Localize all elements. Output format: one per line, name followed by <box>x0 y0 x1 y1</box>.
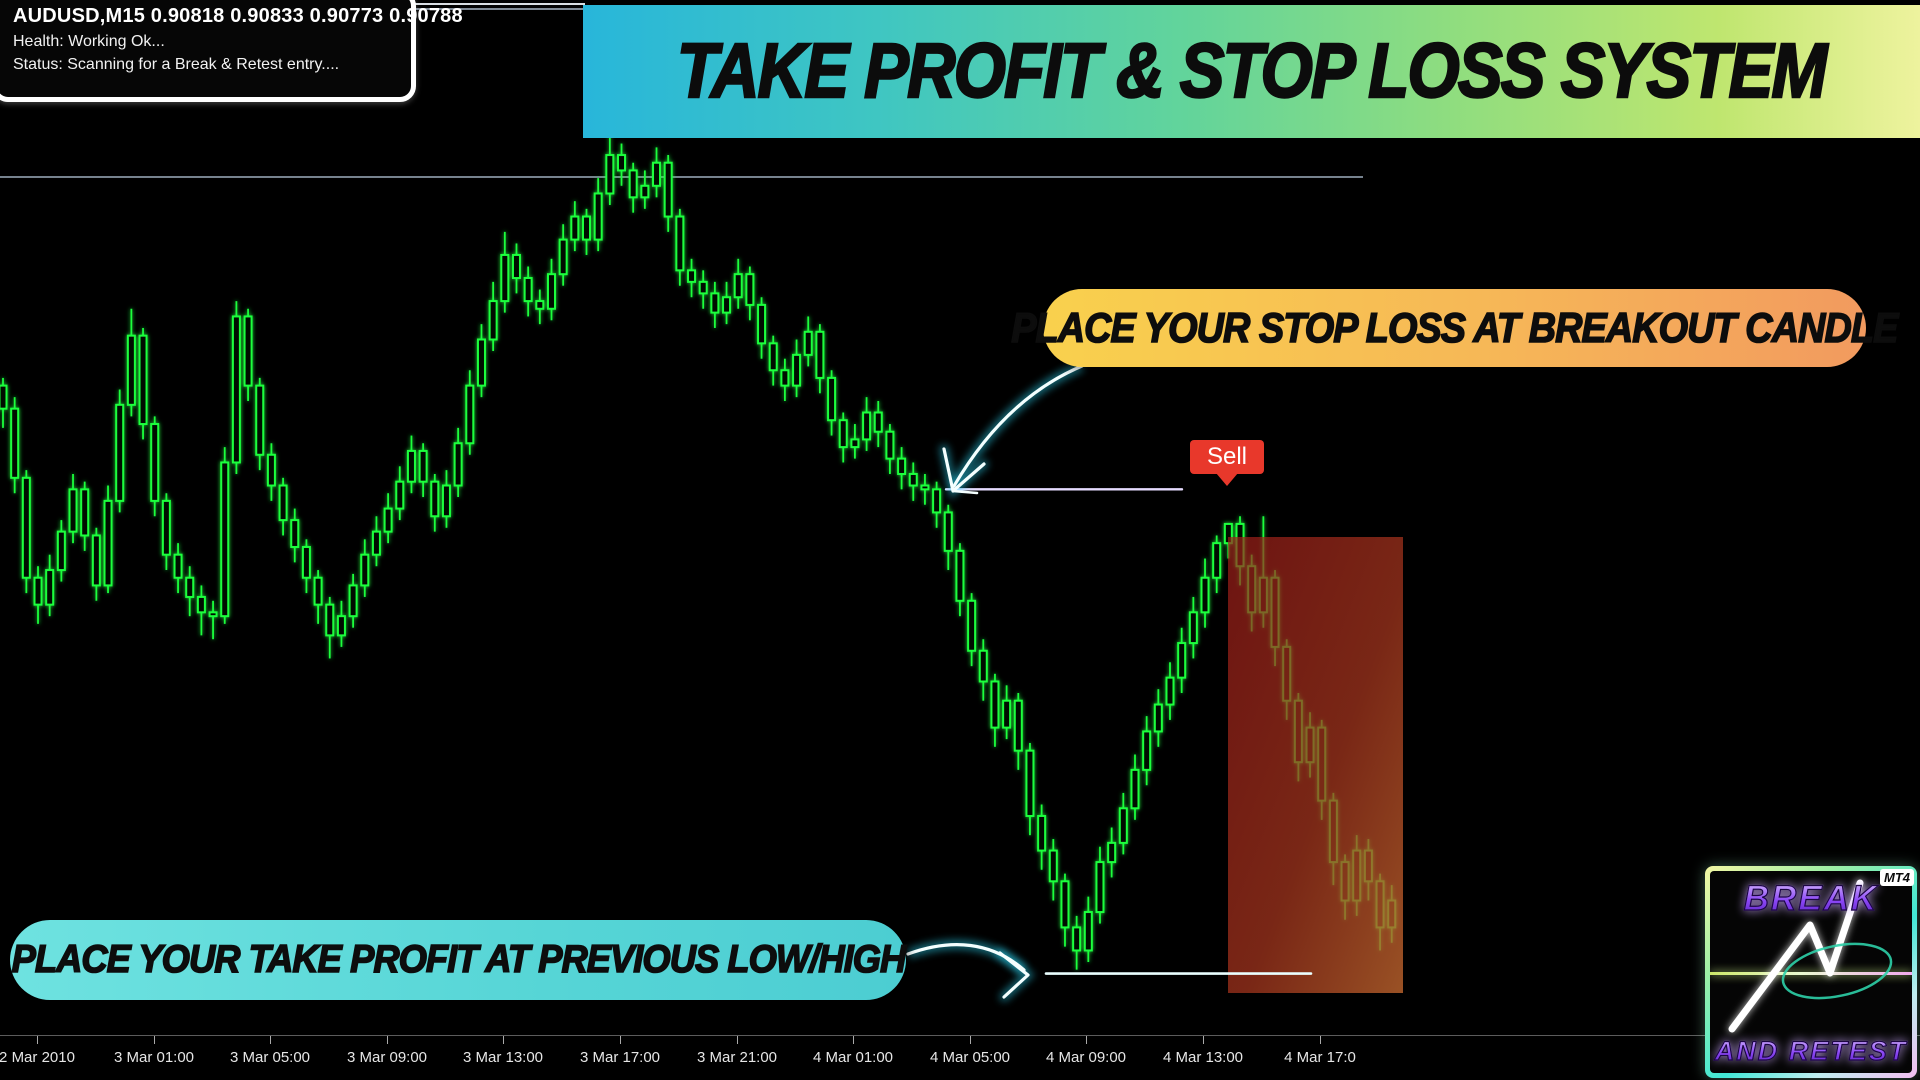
axis-tick-label: 2 Mar 2010 <box>0 1049 75 1066</box>
logo-text-and-retest: AND RETEST <box>1710 1035 1912 1067</box>
logo-inner: BREAK AND RETEST <box>1710 871 1912 1073</box>
take-profit-note-pill: PLACE YOUR TAKE PROFIT AT PREVIOUS LOW/H… <box>10 920 907 1000</box>
symbol-quote-line: AUDUSD,M15 0.90818 0.90833 0.90773 0.907… <box>13 5 463 27</box>
stop-loss-arrow <box>939 361 1084 500</box>
time-axis[interactable]: 2 Mar 2010 3 Mar 01:00 3 Mar 05:00 3 Mar 09… <box>0 1035 1920 1080</box>
axis-tick <box>270 1036 271 1044</box>
axis-tick <box>737 1036 738 1044</box>
axis-tick <box>853 1036 854 1044</box>
axis-tick-label: 4 Mar 17:0 <box>1284 1049 1356 1066</box>
title-banner: TAKE PROFIT & STOP LOSS SYSTEM <box>583 5 1920 138</box>
axis-tick <box>1320 1036 1321 1044</box>
mt4-badge: MT4 <box>1880 869 1914 886</box>
sell-signal-label: Sell <box>1206 443 1248 470</box>
stop-loss-note-pill: PLACE YOUR STOP LOSS AT BREAKOUT CANDLE <box>1011 289 1899 367</box>
take-profit-note-text: PLACE YOUR TAKE PROFIT AT PREVIOUS LOW/H… <box>10 937 906 982</box>
axis-tick-label: 4 Mar 09:00 <box>1045 1049 1127 1066</box>
logo-text-break: BREAK <box>1710 878 1912 919</box>
logo-ellipse <box>1781 942 1893 1000</box>
axis-tick <box>503 1036 504 1044</box>
axis-tick-label: 4 Mar 05:00 <box>929 1049 1011 1066</box>
scan-status-line: Status: Scanning for a Break & Retest en… <box>13 56 340 73</box>
axis-tick <box>154 1036 155 1044</box>
axis-tick-label: 3 Mar 17:00 <box>579 1049 661 1066</box>
axis-tick-label: 4 Mar 13:00 <box>1162 1049 1244 1066</box>
page-title: TAKE PROFIT & STOP LOSS SYSTEM <box>676 27 1829 116</box>
logo-horizontal-glow-line <box>1710 972 1912 975</box>
axis-tick <box>1086 1036 1087 1044</box>
axis-tick <box>37 1036 38 1044</box>
axis-tick-label: 3 Mar 21:00 <box>696 1049 778 1066</box>
axis-tick-label: 3 Mar 09:00 <box>346 1049 428 1066</box>
sell-trade-zone <box>1228 537 1403 993</box>
indicator-info-panel: AUDUSD,M15 0.90818 0.90833 0.90773 0.907… <box>0 0 463 102</box>
candles <box>0 132 1397 970</box>
axis-tick-label: 3 Mar 13:00 <box>462 1049 544 1066</box>
axis-tick-label: 3 Mar 01:00 <box>113 1049 195 1066</box>
health-status-line: Health: Working Ok... <box>13 33 165 50</box>
axis-tick-label: 4 Mar 01:00 <box>812 1049 894 1066</box>
axis-tick <box>970 1036 971 1044</box>
axis-tick <box>620 1036 621 1044</box>
take-profit-arrow <box>906 939 1035 1002</box>
sell-signal-badge: Sell <box>1190 440 1264 486</box>
axis-tick <box>387 1036 388 1044</box>
stop-loss-note-text: PLACE YOUR STOP LOSS AT BREAKOUT CANDLE <box>1011 303 1900 352</box>
axis-tick-label: 3 Mar 05:00 <box>229 1049 311 1066</box>
logo-zigzag-graphic <box>1728 879 1893 1033</box>
break-and-retest-logo: MT4 BREAK AND RETEST <box>1705 866 1917 1078</box>
axis-tick <box>1203 1036 1204 1044</box>
